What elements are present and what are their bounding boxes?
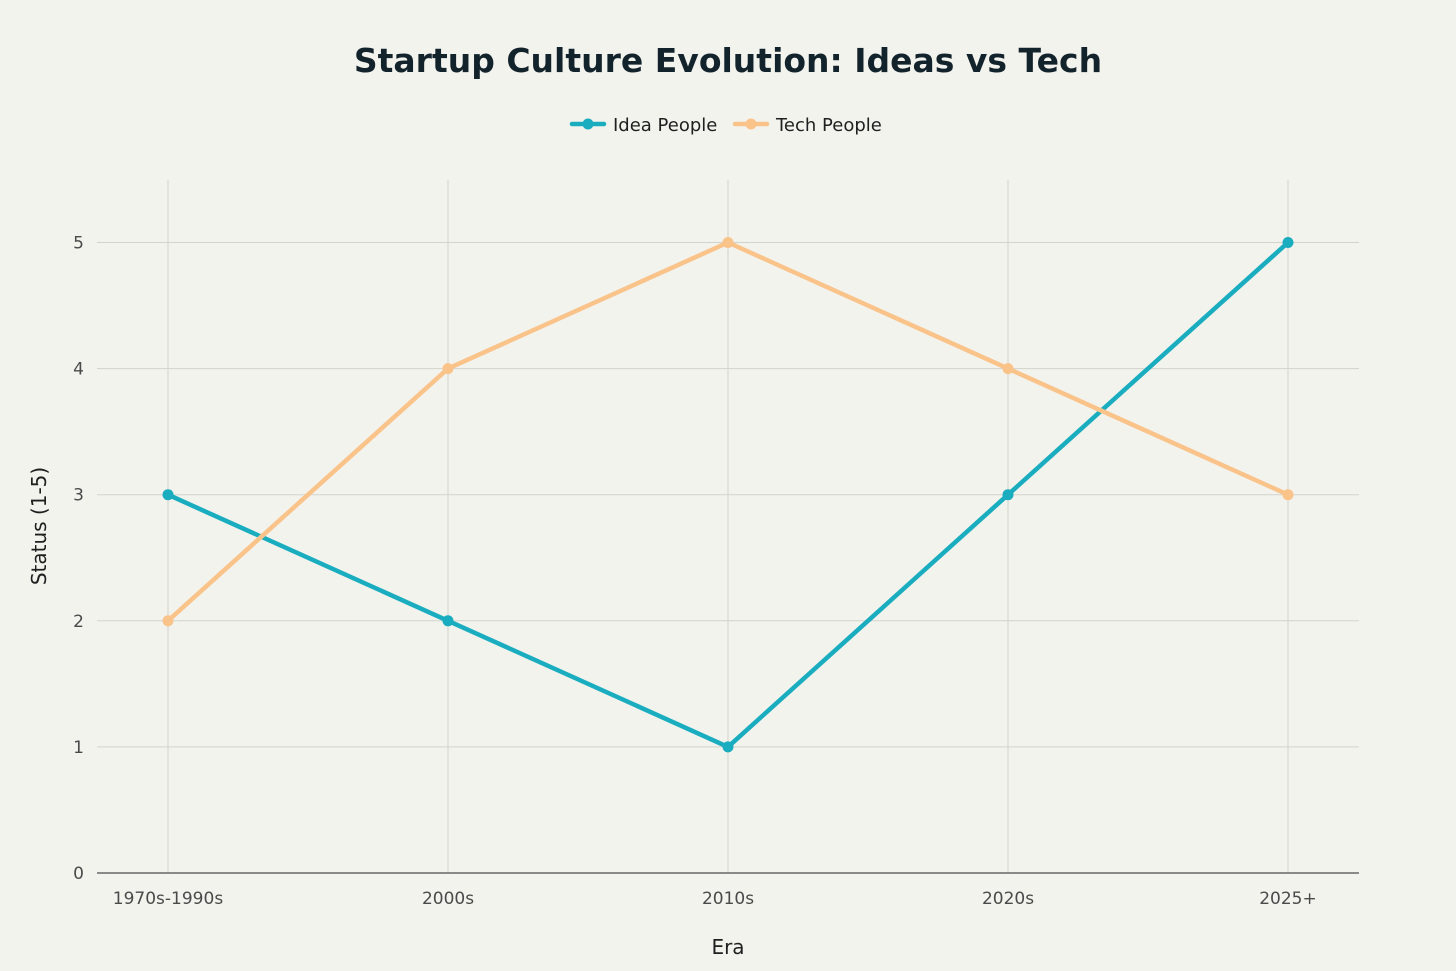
legend-item: Tech People	[732, 115, 882, 136]
data-point	[162, 489, 174, 501]
data-point	[1282, 489, 1294, 501]
y-tick-label: 0	[73, 864, 84, 884]
y-tick-label: 3	[73, 486, 84, 506]
series-layer	[162, 237, 1294, 753]
data-point	[722, 741, 734, 753]
chart-title: Startup Culture Evolution: Ideas vs Tech	[354, 41, 1102, 80]
y-tick-label: 5	[73, 234, 84, 254]
x-axis-ticks: 1970s-1990s 2000s 2010s 2020s 2025+	[113, 889, 1317, 909]
y-axis-title: Status (1-5)	[27, 467, 51, 585]
series-tech-people	[162, 237, 1294, 627]
legend-swatch-marker	[582, 118, 594, 130]
legend-label: Tech People	[775, 115, 882, 136]
legend-item: Idea People	[569, 115, 717, 136]
x-tick-label: 2010s	[702, 889, 754, 909]
y-axis-ticks: 0 1 2 3 4 5	[73, 234, 84, 885]
y-tick-label: 1	[73, 738, 84, 758]
data-point	[1002, 363, 1014, 375]
legend-swatch-marker	[745, 118, 757, 130]
x-tick-label: 2000s	[422, 889, 474, 909]
data-point	[722, 237, 734, 248]
data-point	[1282, 237, 1294, 248]
x-tick-label: 1970s-1990s	[113, 889, 224, 909]
x-tick-label: 2020s	[982, 889, 1034, 909]
data-point	[1002, 489, 1014, 501]
x-axis-title: Era	[711, 935, 744, 959]
legend-label: Idea People	[613, 115, 717, 136]
legend: Idea People Tech People	[569, 115, 882, 136]
y-tick-label: 2	[73, 612, 84, 632]
data-point	[442, 363, 454, 375]
data-point	[442, 615, 454, 627]
y-tick-label: 4	[73, 360, 84, 380]
x-tick-label: 2025+	[1259, 889, 1317, 909]
data-point	[162, 615, 174, 627]
x-gridlines	[167, 180, 1289, 873]
